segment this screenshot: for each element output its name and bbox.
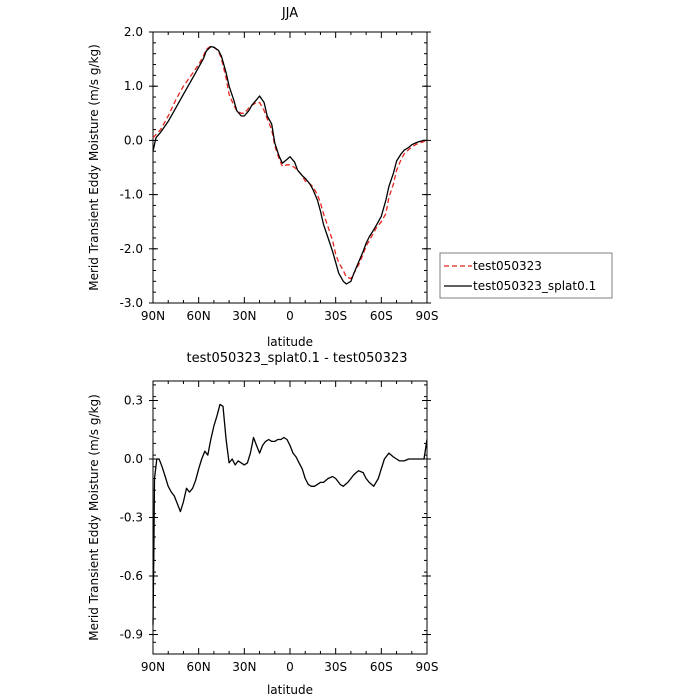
y-tick-label: 0.0 (124, 452, 143, 466)
bottom-panel: test050323_splat0.1 - test050323 latitud… (87, 351, 438, 697)
x-tick-label: 0 (286, 660, 294, 674)
legend-box (439, 252, 613, 299)
x-tick-label: 60N (187, 309, 211, 323)
y-tick-label: 2.0 (124, 25, 143, 39)
series-line-test050323 (152, 45, 428, 280)
y-axis-label: Merid Transient Eddy Moisture (m/s g/kg) (87, 394, 101, 641)
y-tick-label: -2.0 (120, 242, 143, 256)
top-panel: JJA latitude Merid Transient Eddy Moistu… (87, 6, 613, 349)
x-tick-label: 60S (370, 309, 393, 323)
series-group (152, 403, 428, 625)
x-tick-label: 90N (141, 660, 165, 674)
x-axis-label: latitude (267, 683, 313, 697)
axis-ticks: 90N 60N 30N 0 30S 60S 90S -0.9 -0.6 -0.3 0.0 0.3 (120, 381, 439, 674)
y-tick-label: -1.0 (120, 188, 143, 202)
x-tick-label: 30N (232, 660, 256, 674)
series-line-difference (152, 403, 428, 625)
legend-label-test050323-splat0.1: test050323_splat0.1 (473, 279, 596, 293)
legend: test050323 test050323_splat0.1 (439, 252, 613, 299)
y-axis-label: Merid Transient Eddy Moisture (m/s g/kg) (87, 44, 101, 291)
x-tick-label: 30N (232, 309, 256, 323)
chart-title: JJA (281, 6, 298, 21)
x-tick-label: 0 (286, 309, 294, 323)
y-tick-label: -0.9 (120, 628, 143, 642)
x-tick-label: 90S (416, 660, 439, 674)
x-tick-label: 90S (416, 309, 439, 323)
y-tick-label: 1.0 (124, 79, 143, 93)
plot-frame (152, 380, 428, 655)
y-tick-label: -0.6 (120, 569, 143, 583)
y-tick-label: 0.0 (124, 133, 143, 147)
x-axis-label: latitude (267, 335, 313, 349)
y-tick-label: -0.3 (120, 511, 143, 525)
axis-ticks: 90N 60N 30N 0 30S 60S 90S -3.0 -2.0 -1.0 0.0 1.0 2.0 (120, 25, 439, 323)
chart-title: test050323_splat0.1 - test050323 (186, 351, 407, 366)
x-tick-label: 30S (324, 309, 347, 323)
y-tick-label: -3.0 (120, 296, 143, 310)
x-tick-label: 90N (141, 309, 165, 323)
x-tick-label: 30S (324, 660, 347, 674)
x-tick-label: 60N (187, 660, 211, 674)
legend-label-test050323: test050323 (473, 259, 542, 273)
series-group (152, 45, 428, 285)
series-line-test050323_splat0.1 (152, 45, 427, 285)
y-tick-label: 0.3 (124, 394, 143, 408)
x-tick-label: 60S (370, 660, 393, 674)
plot-frame (152, 31, 428, 304)
